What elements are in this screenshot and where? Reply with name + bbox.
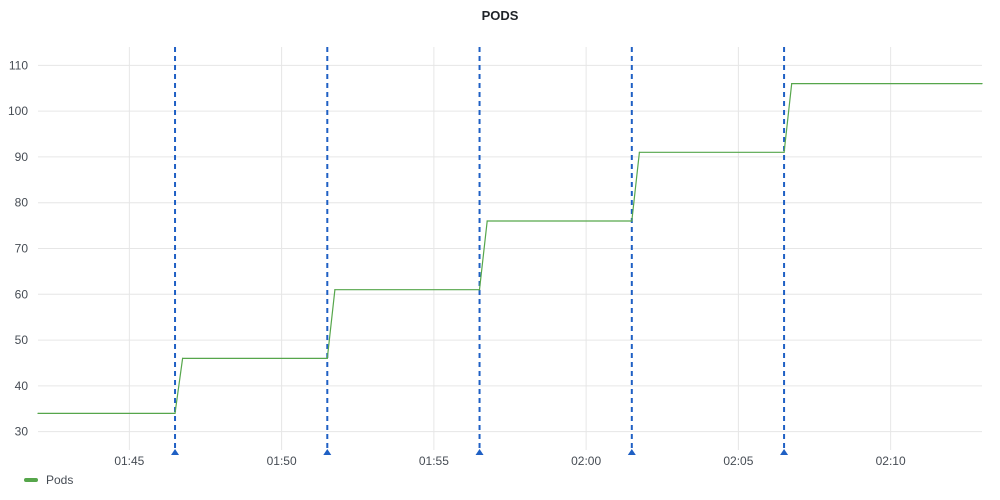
y-tick-label: 40 — [15, 379, 29, 393]
y-tick-label: 100 — [8, 104, 28, 118]
y-tick-label: 110 — [9, 58, 28, 72]
x-tick-label: 02:05 — [723, 454, 753, 468]
series-point — [182, 357, 184, 360]
annotation-marker-icon[interactable] — [171, 449, 180, 455]
grid-lines — [38, 47, 982, 450]
series-point — [783, 151, 785, 153]
series-point — [334, 289, 336, 291]
y-tick-label: 60 — [15, 287, 29, 301]
x-tick-label: 01:50 — [267, 454, 297, 468]
series-point — [638, 151, 641, 153]
y-tick-label: 30 — [15, 425, 29, 439]
x-axis: 01:45 01:50 01:55 02:00 02:05 02:10 — [114, 454, 906, 468]
series-point — [478, 289, 481, 291]
x-tick-label: 02:10 — [876, 454, 906, 468]
y-tick-label: 90 — [15, 150, 29, 164]
series-point — [326, 357, 328, 360]
panel-title[interactable]: PODS — [481, 8, 519, 23]
x-tick-label: 02:00 — [571, 454, 601, 468]
series-layer — [37, 83, 983, 414]
series-point — [981, 83, 983, 85]
legend[interactable]: Pods — [24, 473, 73, 487]
annotation-marker-icon[interactable] — [780, 449, 789, 455]
series-point — [174, 412, 176, 414]
x-tick-label: 01:45 — [114, 454, 144, 468]
annotation-marker-icon[interactable] — [627, 449, 636, 455]
series-point — [486, 220, 488, 222]
y-tick-label: 70 — [15, 242, 29, 256]
annotation-marker-icon[interactable] — [323, 449, 332, 455]
y-tick-label: 50 — [15, 333, 29, 347]
y-tick-label: 80 — [15, 196, 29, 210]
series-line-pods — [38, 83, 982, 414]
y-axis: 30 40 50 60 70 80 90 100 110 — [8, 58, 28, 438]
series-point — [791, 83, 793, 85]
x-tick-label: 01:55 — [419, 454, 449, 468]
legend-swatch-pods — [24, 478, 38, 482]
annotation-markers[interactable] — [171, 47, 789, 455]
series-point — [37, 412, 39, 414]
legend-label-pods[interactable]: Pods — [46, 473, 74, 487]
series-point — [631, 220, 633, 222]
annotation-marker-icon[interactable] — [475, 449, 484, 455]
